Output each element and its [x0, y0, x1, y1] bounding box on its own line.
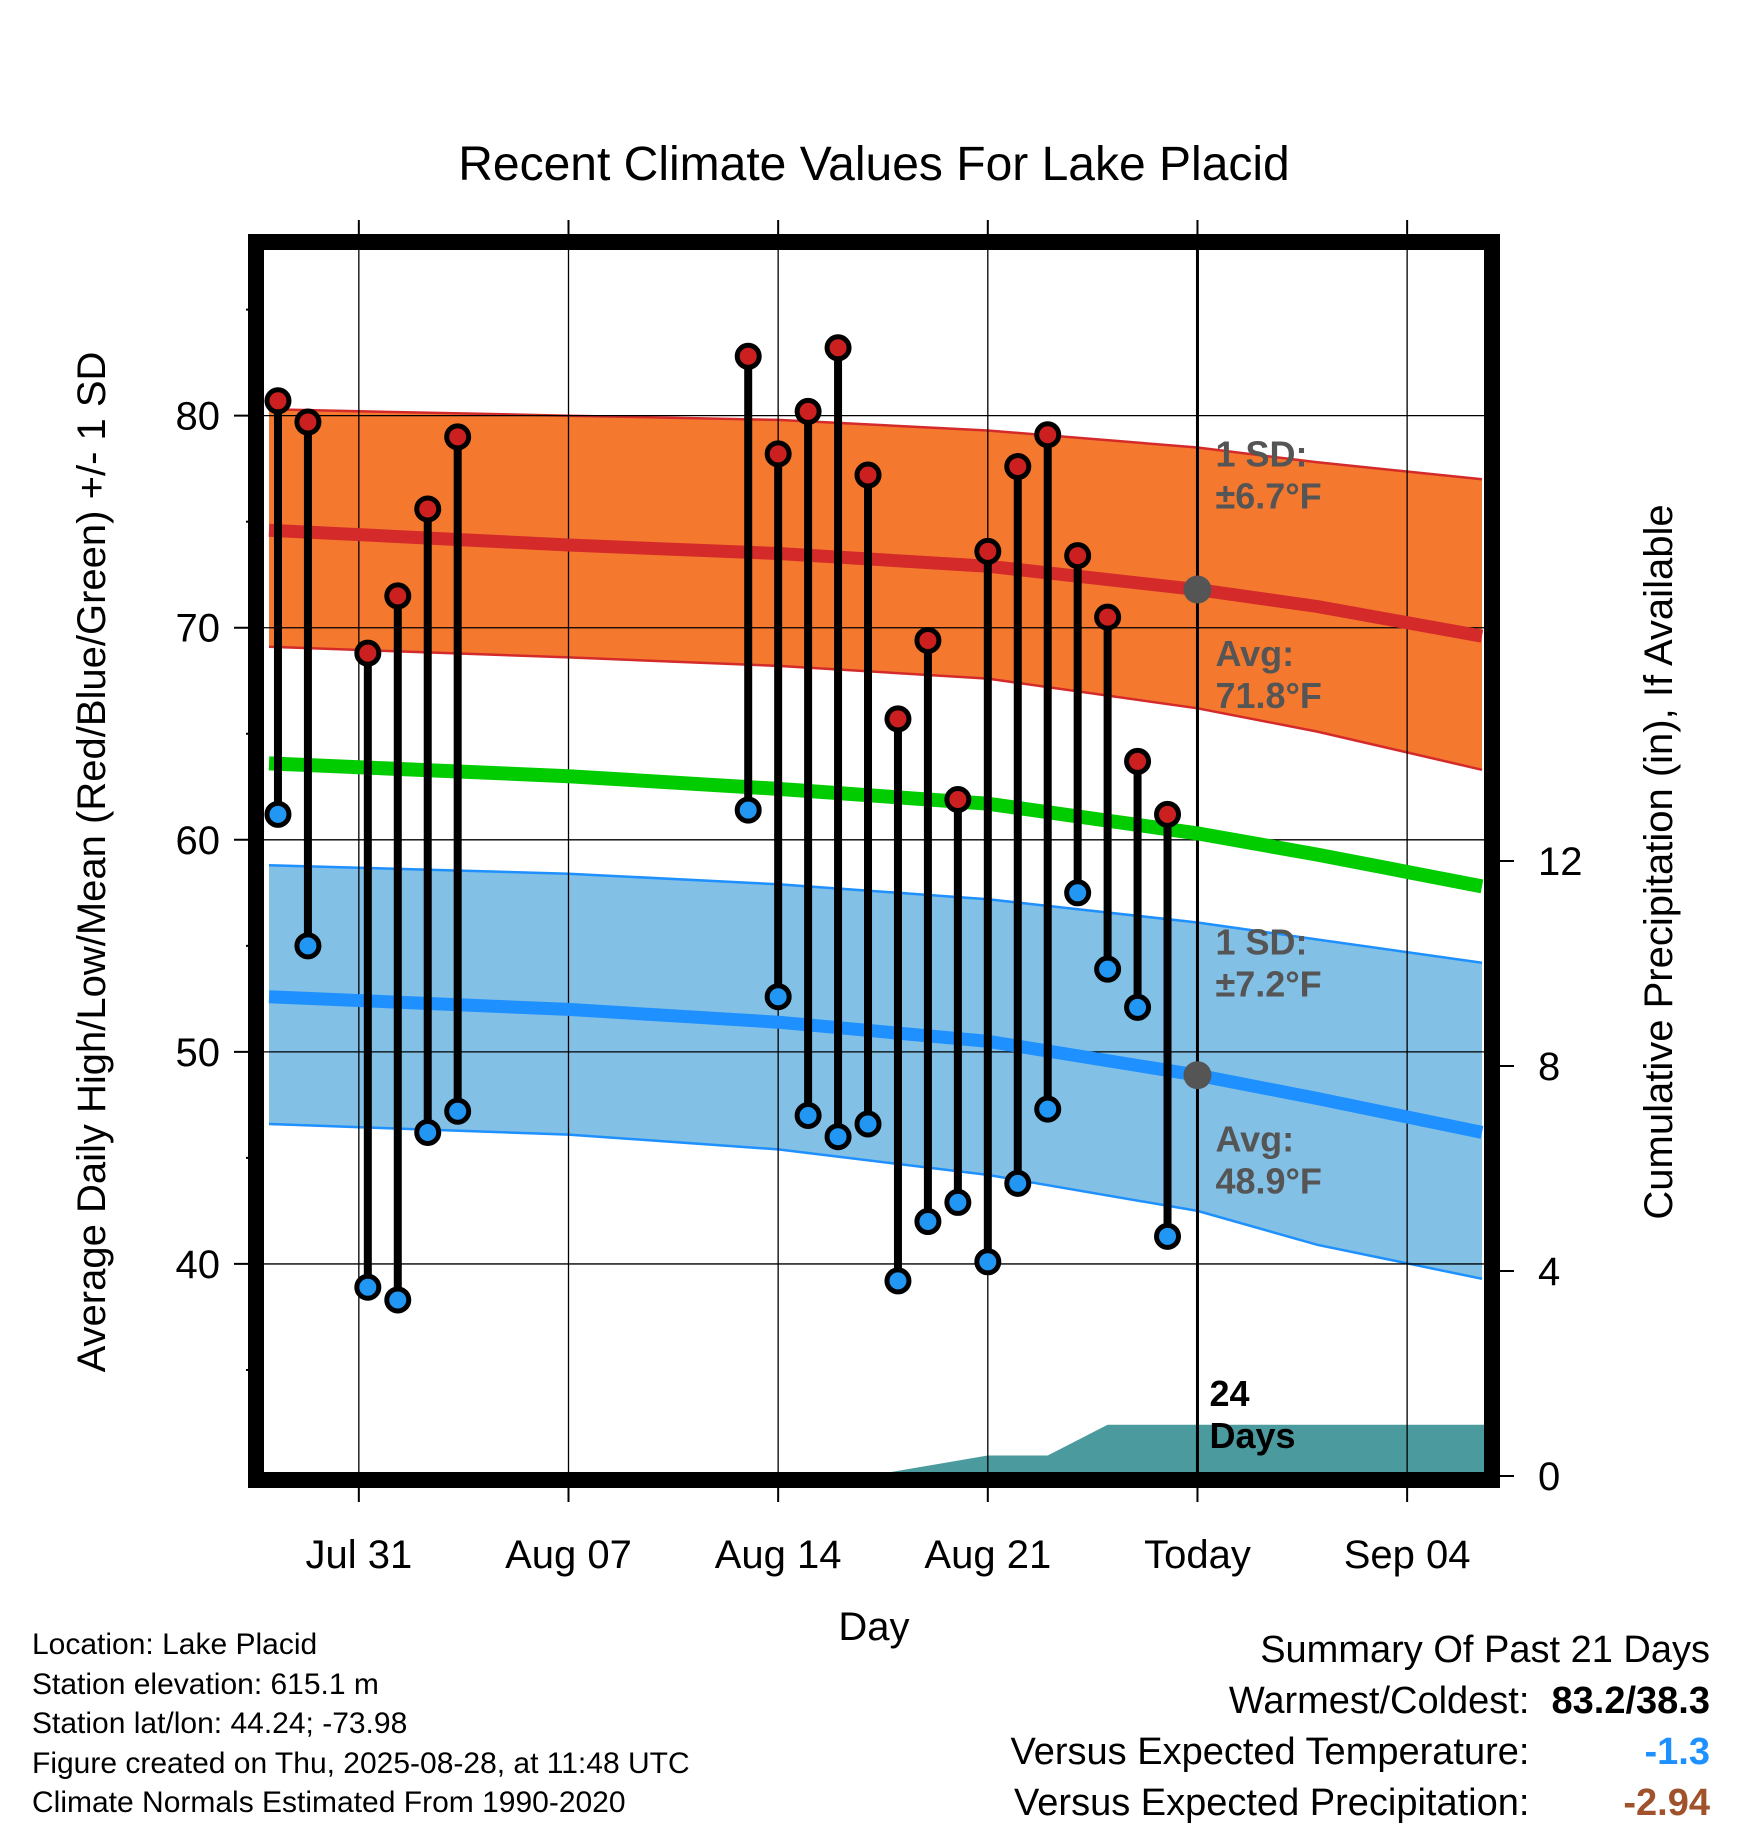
low-avg-label: Avg: 48.9°F	[1215, 1119, 1321, 1202]
low-point	[974, 1248, 1002, 1276]
latlon-text: Station lat/lon: 44.24; -73.98	[32, 1707, 408, 1740]
high-point	[1124, 747, 1152, 775]
y2-tick-label: 8	[1538, 1045, 1560, 1089]
low-point	[1154, 1222, 1182, 1250]
temp-departure-row: Versus Expected Temperature: -1.3	[1011, 1727, 1710, 1778]
temp-departure-label: Versus Expected Temperature:	[1010, 1731, 1530, 1773]
precip-departure-row: Versus Expected Precipitation: -2.94	[1011, 1778, 1710, 1829]
x-tick-label: Aug 14	[715, 1533, 842, 1577]
summary-panel: Summary Of Past 21 Days Warmest/Coldest:…	[1011, 1625, 1710, 1829]
precip-departure-value: -2.94	[1623, 1782, 1710, 1824]
low-point	[944, 1188, 972, 1216]
y-tick-label: 40	[176, 1243, 221, 1287]
high-point	[974, 537, 1002, 565]
summary-title: Summary Of Past 21 Days	[1260, 1629, 1710, 1671]
high-point	[294, 408, 322, 436]
high-point	[764, 440, 792, 468]
precip-area	[260, 1424, 1488, 1476]
y2-tick-label: 12	[1538, 840, 1583, 884]
y-tick-label: 80	[176, 395, 221, 439]
y-tick-label: 50	[176, 1031, 221, 1075]
low-point	[914, 1208, 942, 1236]
y2-tick-label: 0	[1538, 1455, 1560, 1499]
warm-cold-value: 83.2/38.3	[1551, 1680, 1710, 1722]
high-sd-band	[269, 409, 1482, 770]
plot-area: 1 SD: ±6.7°F Avg: 71.8°F 1 SD: ±7.2°F Avg: 48.9…	[176, 220, 1583, 1577]
high-avg-label: Avg: 71.8°F	[1215, 633, 1321, 716]
high-point	[354, 639, 382, 667]
high-point	[444, 423, 472, 451]
x-tick-label: Aug 21	[924, 1533, 1051, 1577]
low-point	[764, 983, 792, 1011]
elevation-text: Station elevation: 615.1 m	[32, 1667, 379, 1701]
low-point	[384, 1286, 412, 1314]
y-tick-label: 70	[176, 607, 221, 651]
low-point	[1094, 955, 1122, 983]
low-point	[1124, 993, 1152, 1021]
today-low-avg-marker	[1183, 1061, 1212, 1090]
low-point	[1004, 1169, 1032, 1197]
low-sd-band	[269, 865, 1482, 1279]
high-point	[1034, 421, 1062, 449]
low-sd-label: 1 SD: ±7.2°F	[1215, 921, 1321, 1004]
high-point	[1154, 800, 1182, 828]
high-point	[414, 495, 442, 523]
warm-cold-row: Warmest/Coldest: 83.2/38.3	[1011, 1676, 1710, 1727]
y-axis-label: Average Daily High/Low/Mean (Red/Blue/Gr…	[70, 352, 114, 1373]
low-point	[354, 1273, 382, 1301]
high-point	[1004, 453, 1032, 481]
x-tick-label: Sep 04	[1344, 1533, 1471, 1577]
high-point	[384, 582, 412, 610]
low-point	[264, 800, 292, 828]
warm-cold-label: Warmest/Coldest:	[1228, 1680, 1530, 1722]
high-point	[734, 342, 762, 370]
temp-departure-value: -1.3	[1644, 1731, 1710, 1773]
high-point	[944, 786, 972, 813]
low-point	[414, 1118, 442, 1146]
high-point	[884, 705, 912, 733]
normals-text: Climate Normals Estimated From 1990-2020	[32, 1786, 626, 1819]
y2-tick-label: 4	[1538, 1250, 1560, 1294]
high-point	[1094, 603, 1122, 631]
high-sd-label: 1 SD: ±6.7°F	[1215, 434, 1321, 517]
low-point	[824, 1123, 852, 1151]
low-point	[294, 932, 322, 960]
location-text: Location: Lake Placid	[32, 1628, 318, 1661]
created-text: Figure created on Thu, 2025-08-28, at 11…	[32, 1746, 690, 1780]
low-point	[734, 796, 762, 824]
x-axis-label: Day	[838, 1605, 909, 1649]
days-label: 24 Days	[1209, 1373, 1295, 1456]
today-high-avg-marker	[1183, 575, 1212, 604]
low-point	[794, 1101, 822, 1129]
chart-title: Recent Climate Values For Lake Placid	[458, 138, 1290, 191]
low-point	[444, 1097, 472, 1125]
x-tick-label: Jul 31	[305, 1533, 412, 1577]
low-point	[854, 1110, 882, 1138]
high-point	[914, 626, 942, 654]
high-point	[854, 461, 882, 489]
high-point	[824, 334, 852, 362]
mean-normal-line	[268, 756, 1484, 894]
high-point	[1064, 542, 1092, 570]
x-tick-label: Today	[1144, 1533, 1251, 1577]
low-point	[1064, 879, 1092, 907]
high-point	[794, 397, 822, 425]
station-info: Location: Lake Placid Station elevation:…	[32, 1625, 690, 1823]
x-tick-label: Aug 07	[505, 1533, 632, 1577]
low-point	[1034, 1095, 1062, 1123]
y2-axis-label: Cumulative Precipitation (in), If Availa…	[1637, 504, 1681, 1219]
precip-departure-label: Versus Expected Precipitation:	[1014, 1782, 1530, 1824]
high-point	[264, 387, 292, 415]
plot-body	[260, 246, 1488, 1476]
y-tick-label: 60	[176, 819, 221, 863]
low-point	[884, 1267, 912, 1295]
